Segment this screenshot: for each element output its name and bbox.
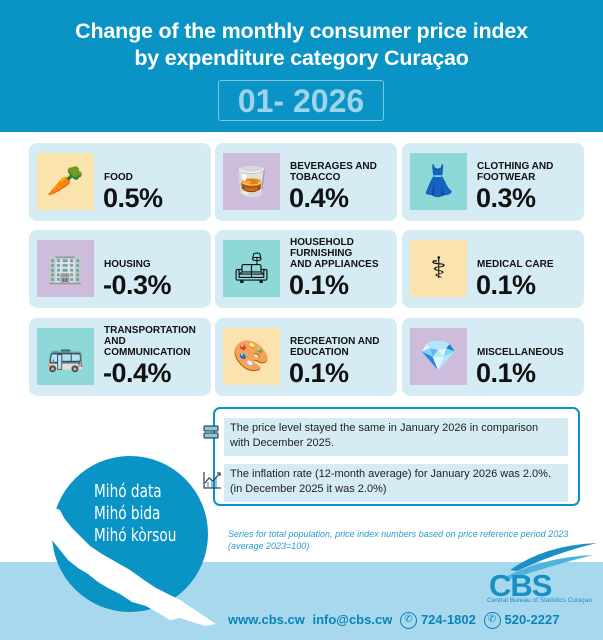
category-label: BEVERAGES AND TOBACCO (290, 161, 377, 183)
category-card: 🏢 HOUSING -0.3% (29, 230, 211, 308)
category-card: 💎 MISCELLANEOUS 0.1% (402, 318, 584, 396)
trend-chart-icon (202, 470, 222, 490)
title-line-2: by expenditure category Curaçao (134, 46, 469, 70)
curacao-island-icon (25, 496, 216, 626)
price-level-statement: The price level stayed the same in Janua… (224, 418, 568, 456)
category-label: CLOTHING AND FOOTWEAR (477, 161, 554, 183)
building-house-icon: 🏢 (37, 240, 94, 297)
summary-box: The price level stayed the same in Janua… (203, 407, 580, 506)
category-value: 0.1% (476, 270, 536, 300)
cbs-logo: CBS (489, 568, 552, 603)
phone-number[interactable]: 724-1802 (420, 612, 476, 627)
inflation-statement: The inflation rate (12-month average) fo… (224, 464, 568, 502)
website-link[interactable]: www.cbs.cw (228, 612, 305, 627)
header-banner: Change of the monthly consumer price ind… (0, 0, 603, 132)
category-value: 0.4% (289, 183, 349, 213)
caduceus-icon: ⚕ (410, 240, 467, 297)
email-link[interactable]: info@cbs.cw (312, 612, 393, 627)
category-label: FOOD (104, 172, 133, 183)
whatsapp-number[interactable]: 520-2227 (504, 612, 560, 627)
category-card: 🥕 FOOD 0.5% (29, 143, 211, 221)
category-card: 🥃 BEVERAGES AND TOBACCO 0.4% (215, 143, 397, 221)
period-badge: 01- 2026 (218, 80, 384, 121)
contact-bar: www.cbs.cw info@cbs.cw ✆ 724-1802 ✆ 520-22… (228, 612, 563, 630)
whatsapp-icon: ✆ (483, 612, 501, 630)
cornucopia-icon: 🥕 (37, 153, 94, 210)
category-label: RECREATION AND EDUCATION (290, 336, 380, 358)
title-line-1: Change of the monthly consumer price ind… (75, 19, 528, 43)
category-value: -0.3% (103, 270, 172, 300)
category-value: 0.1% (289, 358, 349, 388)
category-card: 🎨 RECREATION AND EDUCATION 0.1% (215, 318, 397, 396)
category-value: 0.5% (103, 183, 163, 213)
slogan: Mihó data Mihó bida Mihó kòrsou (94, 482, 177, 546)
category-label: HOUSEHOLD FURNISHING AND APPLIANCES (290, 237, 379, 270)
category-card: 👗 CLOTHING AND FOOTWEAR 0.3% (402, 143, 584, 221)
clothing-icon: 👗 (410, 153, 467, 210)
gem-gears-icon: 💎 (410, 328, 467, 385)
equal-icon (203, 425, 219, 439)
category-card: ⚕ MEDICAL CARE 0.1% (402, 230, 584, 308)
footnote: Series for total population, price index… (228, 529, 569, 551)
category-card: 🚌 TRANSPORTATION AND COMMUNICATION -0.4% (29, 318, 211, 396)
category-card: 🛋 HOUSEHOLD FURNISHING AND APPLIANCES 0.1% (215, 230, 397, 308)
page-title: Change of the monthly consumer price ind… (0, 18, 603, 72)
cbs-logo-subtitle: Central Bureau of Statistics Curaçao (487, 597, 593, 604)
palette-graduation-icon: 🎨 (223, 328, 280, 385)
category-label: TRANSPORTATION AND COMMUNICATION (104, 325, 196, 358)
category-value: 0.3% (476, 183, 536, 213)
car-bus-satellite-icon: 🚌 (37, 328, 94, 385)
category-value: 0.1% (289, 270, 349, 300)
category-label: HOUSING (104, 259, 151, 270)
category-label: MISCELLANEOUS (477, 347, 564, 358)
category-label: MEDICAL CARE (477, 259, 554, 270)
furniture-appliances-icon: 🛋 (223, 240, 280, 297)
phone-icon: ✆ (399, 612, 417, 630)
category-value: 0.1% (476, 358, 536, 388)
whiskey-cigar-icon: 🥃 (223, 153, 280, 210)
category-value: -0.4% (103, 358, 172, 388)
cbs-logo-swoosh-icon (505, 543, 597, 579)
